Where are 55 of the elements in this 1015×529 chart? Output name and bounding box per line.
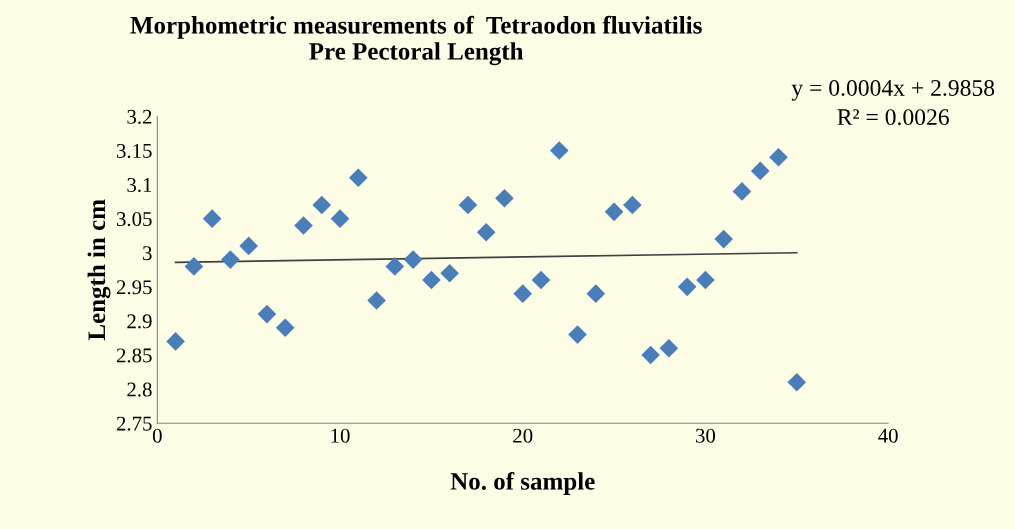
point (641, 345, 660, 365)
point (166, 332, 185, 351)
point (275, 318, 295, 338)
point (202, 209, 222, 228)
y-tick-label: 3.15 (117, 143, 152, 158)
point (623, 195, 642, 215)
point (750, 161, 770, 181)
point (221, 250, 240, 269)
point (440, 263, 459, 283)
point (348, 168, 368, 188)
point (458, 195, 478, 215)
x-tick-label: 40 (878, 428, 898, 443)
point (513, 284, 533, 303)
point (367, 291, 386, 310)
point (330, 209, 350, 228)
text: y = 0.0004x + 2.9858 (791, 79, 995, 101)
point (403, 250, 423, 269)
x-axis-title: No. of sample (450, 471, 595, 495)
y-tick-label: 3.1 (127, 177, 152, 193)
x-tick-label: 0 (152, 428, 162, 443)
point (184, 257, 204, 276)
point (787, 372, 807, 392)
point (732, 182, 752, 201)
chart-title: Morphometric measurements of Tetraodon fluviatilis Pre Pectoral Length (130, 15, 702, 66)
point (422, 270, 441, 290)
y-tick-label: 3.2 (127, 109, 152, 124)
y-axis-title: Length in cm (87, 199, 111, 341)
point (714, 229, 734, 249)
y-tick-label: 2.9 (127, 314, 152, 329)
y-tick-label: 3 (143, 246, 152, 261)
point (604, 202, 624, 222)
point (495, 188, 514, 208)
point (659, 338, 679, 358)
point (239, 236, 258, 256)
x-tick-label: 10 (331, 428, 350, 443)
y-tick-label: 2.95 (116, 280, 152, 295)
point (476, 222, 496, 242)
point (568, 325, 587, 344)
point (531, 270, 551, 290)
y-tick-label: 2.8 (127, 382, 152, 397)
point (312, 195, 332, 215)
x-tick-label: 30 (696, 428, 716, 443)
x-tick-label: 20 (513, 428, 533, 443)
point (677, 277, 697, 297)
point (294, 216, 313, 235)
point (257, 304, 277, 324)
y-tick-label: 3.05 (117, 212, 152, 227)
point (385, 257, 405, 276)
point (769, 147, 788, 167)
point (549, 141, 569, 160)
y-tick-label: 2.85 (116, 348, 152, 363)
y-tick-label: 2.75 (116, 416, 152, 431)
point (696, 270, 715, 290)
point (586, 284, 606, 303)
annotation: R² = 0.0026 (837, 109, 949, 126)
